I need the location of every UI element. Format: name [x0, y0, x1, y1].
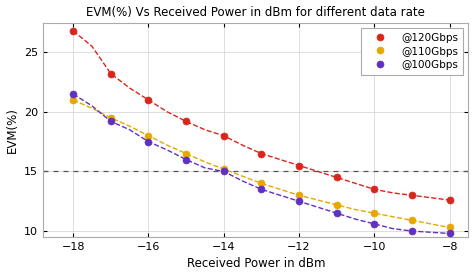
@100Gbps — [409, 229, 415, 233]
@100Gbps — [372, 222, 377, 225]
Line: @100Gbps: @100Gbps — [70, 91, 453, 237]
@110Gbps — [409, 219, 415, 222]
@110Gbps — [183, 152, 189, 155]
@100Gbps — [447, 232, 453, 235]
@100Gbps — [334, 211, 339, 215]
@100Gbps — [70, 92, 76, 96]
Line: @110Gbps: @110Gbps — [70, 97, 453, 231]
@110Gbps — [146, 134, 151, 137]
Legend: @120Gbps, @110Gbps, @100Gbps: @120Gbps, @110Gbps, @100Gbps — [362, 28, 463, 75]
@110Gbps — [447, 226, 453, 229]
@100Gbps — [296, 200, 302, 203]
@100Gbps — [183, 158, 189, 161]
@110Gbps — [296, 194, 302, 197]
@110Gbps — [221, 168, 227, 171]
@120Gbps — [447, 198, 453, 202]
@120Gbps — [108, 72, 114, 75]
@100Gbps — [108, 120, 114, 123]
@120Gbps — [259, 152, 264, 155]
@110Gbps — [70, 98, 76, 102]
Y-axis label: EVM(%): EVM(%) — [6, 107, 18, 153]
@120Gbps — [296, 164, 302, 167]
@110Gbps — [334, 203, 339, 206]
@100Gbps — [221, 170, 227, 173]
@120Gbps — [70, 29, 76, 33]
X-axis label: Received Power in dBm: Received Power in dBm — [187, 258, 325, 270]
@110Gbps — [108, 116, 114, 120]
@120Gbps — [221, 134, 227, 137]
Title: EVM(%) Vs Received Power in dBm for different data rate: EVM(%) Vs Received Power in dBm for diff… — [86, 6, 425, 18]
@110Gbps — [259, 182, 264, 185]
@110Gbps — [372, 211, 377, 215]
@120Gbps — [146, 98, 151, 102]
@100Gbps — [259, 188, 264, 191]
@120Gbps — [183, 120, 189, 123]
@120Gbps — [334, 176, 339, 179]
Line: @120Gbps: @120Gbps — [70, 27, 453, 204]
@120Gbps — [409, 194, 415, 197]
@100Gbps — [146, 140, 151, 143]
@120Gbps — [372, 188, 377, 191]
